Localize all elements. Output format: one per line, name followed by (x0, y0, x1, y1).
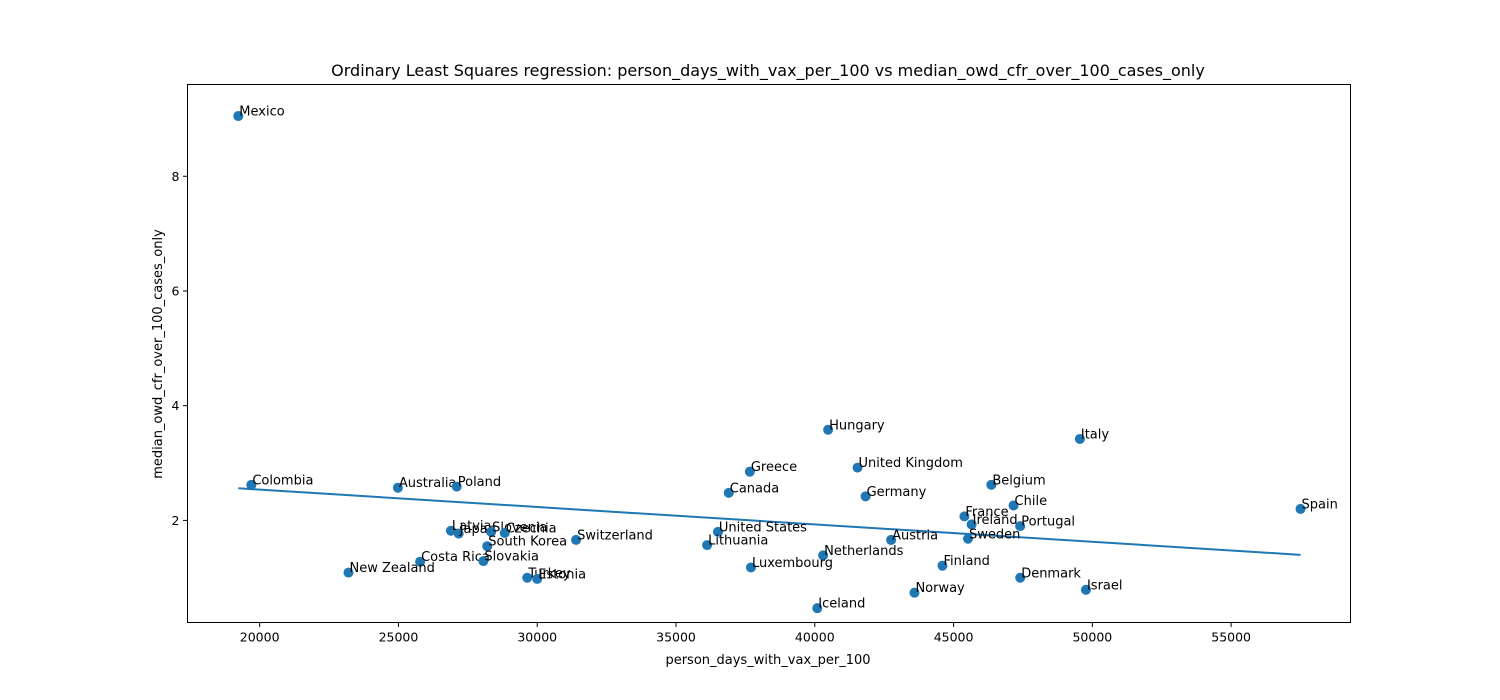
point-label: New Zealand (349, 561, 434, 576)
data-point (445, 525, 456, 536)
point-label: Chile (1015, 494, 1048, 509)
point-label: Norway (915, 581, 965, 596)
point-label: Iceland (818, 597, 865, 612)
point-label: Mexico (239, 105, 284, 120)
point-label: South Korea (488, 535, 567, 550)
x-tick-label: 40000 (795, 630, 835, 645)
point-label: United States (719, 520, 807, 535)
point-label: Israel (1087, 578, 1123, 593)
y-tick-label: 2 (172, 513, 180, 528)
y-tick-label: 6 (172, 283, 180, 298)
data-point (478, 556, 489, 567)
point-label: Ireland (973, 513, 1018, 528)
data-point (818, 550, 829, 561)
data-point (860, 491, 871, 502)
point-label: Hungary (829, 418, 885, 433)
point-label: Italy (1081, 427, 1110, 442)
data-point (451, 481, 462, 492)
point-label: Luxembourg (752, 556, 833, 571)
point-label: Netherlands (824, 544, 903, 559)
data-point (745, 562, 756, 573)
point-label: Czechia (506, 522, 557, 537)
data-point (937, 560, 948, 571)
data-point (499, 528, 510, 539)
x-tick-label: 50000 (1072, 630, 1112, 645)
point-label: Spain (1302, 497, 1338, 512)
data-point (486, 526, 497, 537)
data-point (482, 541, 493, 552)
data-point (909, 587, 920, 598)
regression-line (238, 487, 1301, 556)
point-label: Belgium (992, 473, 1045, 488)
x-tick-label: 30000 (517, 630, 557, 645)
data-point (343, 567, 354, 578)
x-axis-label: person_days_with_vax_per_100 (665, 653, 870, 668)
y-tick-label: 4 (172, 398, 180, 413)
data-point (233, 111, 244, 122)
data-point (963, 533, 974, 544)
data-point (522, 572, 533, 583)
data-point (453, 528, 464, 539)
data-point (823, 424, 834, 435)
point-label: Lithuania (708, 534, 768, 549)
point-label: Colombia (252, 473, 313, 488)
point-label: Sweden (969, 527, 1020, 542)
data-point (571, 534, 582, 545)
data-point (1074, 433, 1085, 444)
data-point (1015, 572, 1026, 583)
data-point (959, 511, 970, 522)
data-point (852, 462, 863, 473)
data-point (392, 482, 403, 493)
point-label: Denmark (1021, 566, 1081, 581)
data-point (415, 556, 426, 567)
point-label: Poland (458, 475, 501, 490)
point-label: Finland (943, 554, 989, 569)
x-tick-label: 20000 (240, 630, 280, 645)
x-tick-label: 25000 (379, 630, 419, 645)
point-label: Germany (867, 485, 927, 500)
point-label: Slovakia (484, 550, 539, 565)
data-point (986, 479, 997, 490)
point-label: Greece (751, 460, 797, 475)
point-label: Costa Rica (421, 550, 490, 565)
data-point (966, 519, 977, 530)
x-tick-label: 35000 (656, 630, 696, 645)
y-axis-label: median_owd_cfr_over_100_cases_only (151, 229, 166, 479)
data-point (1295, 503, 1306, 514)
point-label: Switzerland (577, 528, 653, 543)
x-tick-label: 55000 (1211, 630, 1251, 645)
point-label: Estonia (538, 567, 586, 582)
data-point (723, 487, 734, 498)
data-point (702, 540, 713, 551)
data-point (246, 479, 257, 490)
point-label: France (965, 505, 1008, 520)
data-point (744, 466, 755, 477)
chart-title: Ordinary Least Squares regression: perso… (331, 61, 1205, 81)
y-tick-label: 8 (172, 169, 180, 184)
data-point (712, 526, 723, 537)
data-point (1015, 521, 1026, 532)
point-label: Austria (892, 528, 938, 543)
data-point (1008, 500, 1019, 511)
point-label: Canada (730, 481, 779, 496)
plot-area: Mexico Colombia Australia Poland Hungary Ital… (233, 105, 1338, 614)
data-point (886, 534, 897, 545)
point-label: Portugal (1021, 515, 1075, 530)
axes-frame (187, 84, 1351, 623)
data-point (532, 573, 543, 584)
data-point (1080, 584, 1091, 595)
data-point (812, 603, 823, 614)
point-label: United Kingdom (859, 456, 963, 471)
point-label: Australia (399, 476, 457, 491)
x-tick-label: 45000 (934, 630, 974, 645)
